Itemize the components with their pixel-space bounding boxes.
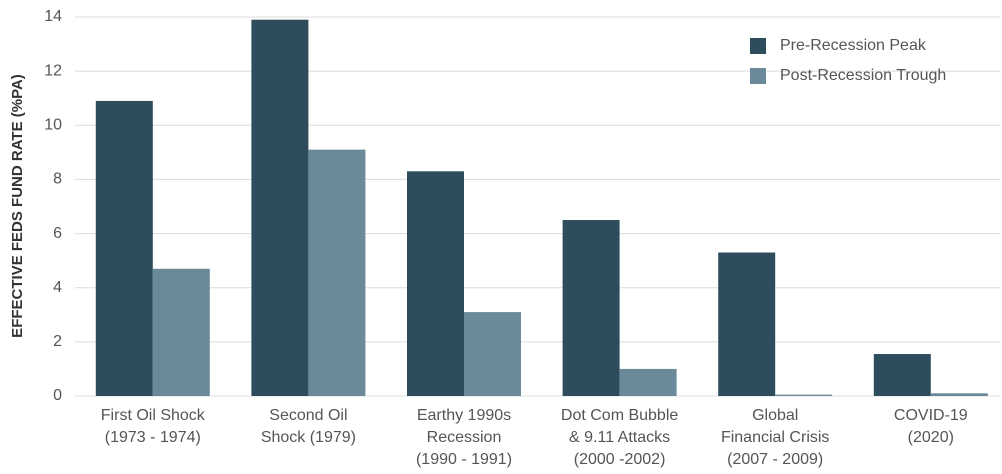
y-axis-label: EFFECTIVE FEDS FUND RATE (%PA) (9, 74, 26, 338)
y-tick-label: 0 (53, 387, 62, 404)
y-tick-label: 14 (44, 8, 62, 25)
bar (464, 312, 521, 396)
x-tick-label: (2020) (908, 429, 954, 446)
x-tick-label: Earthy 1990s (417, 407, 511, 424)
legend-label: Pre-Recession Peak (780, 37, 927, 54)
bar (930, 393, 988, 396)
legend-swatch (750, 68, 766, 84)
x-tick-label: Shock (1979) (261, 429, 356, 446)
bar (775, 394, 833, 396)
x-tick-label: Second Oil (269, 407, 347, 424)
bar (95, 100, 153, 397)
x-tick-label: Global (752, 407, 798, 424)
x-tick-label: Financial Crisis (721, 429, 829, 446)
bar (152, 268, 210, 396)
y-tick-label: 8 (53, 171, 62, 188)
x-tick-label: Recession (427, 429, 502, 446)
bar (308, 149, 366, 396)
x-tick-label: (2000 -2002) (574, 451, 666, 468)
bar (873, 354, 931, 396)
x-tick-label: COVID-19 (894, 407, 968, 424)
bar (407, 171, 464, 396)
y-tick-label: 2 (53, 333, 62, 350)
bar (562, 220, 620, 396)
bar (619, 368, 677, 396)
y-tick-label: 4 (53, 279, 62, 296)
y-tick-label: 10 (44, 117, 62, 134)
x-tick-label: (1973 - 1974) (105, 429, 201, 446)
x-tick-label: (2007 - 2009) (727, 451, 823, 468)
y-tick-label: 12 (44, 62, 62, 79)
y-tick-label: 6 (53, 225, 62, 242)
legend-swatch (750, 38, 766, 54)
x-tick-label: (1990 - 1991) (416, 451, 512, 468)
x-tick-label: Dot Com Bubble (561, 407, 678, 424)
x-tick-label: First Oil Shock (101, 407, 206, 424)
bar (251, 19, 309, 396)
bar (718, 252, 776, 396)
x-tick-label: & 9.11 Attacks (569, 429, 670, 446)
legend-label: Post-Recession Trough (780, 67, 946, 84)
